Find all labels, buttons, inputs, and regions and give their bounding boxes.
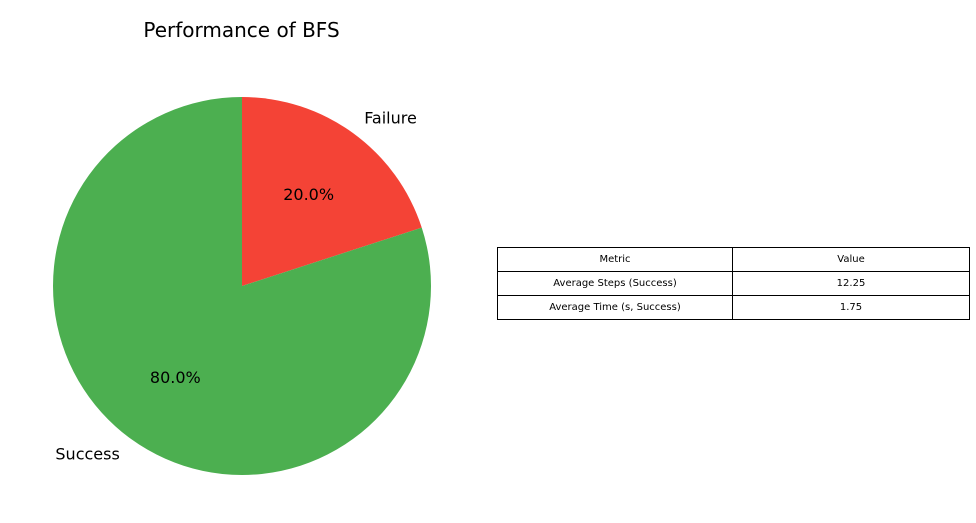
pie-slice-success (53, 97, 432, 475)
metrics-table: Metric Value Average Steps (Success) 12.… (497, 247, 970, 320)
pie-pct-label: 20.0% (283, 185, 334, 204)
pie-slice-label: Success (55, 445, 119, 464)
pie-slice-label: Failure (364, 108, 417, 127)
table-cell: Average Time (s, Success) (497, 295, 733, 320)
table-header-cell: Value (732, 247, 970, 272)
pie-slice-failure (242, 97, 422, 286)
table-cell: 12.25 (732, 271, 970, 296)
table-row: Average Time (s, Success) 1.75 (497, 295, 970, 320)
table-row: Average Steps (Success) 12.25 (497, 271, 970, 296)
pie-pct-label: 80.0% (150, 368, 201, 387)
pie-chart: 20.0% Failure 80.0% Success (53, 97, 432, 475)
table-cell: 1.75 (732, 295, 970, 320)
table-header-cell: Metric (497, 247, 733, 272)
table-cell: Average Steps (Success) (497, 271, 733, 296)
table-header-row: Metric Value (497, 247, 970, 272)
chart-title: Performance of BFS (143, 18, 340, 42)
